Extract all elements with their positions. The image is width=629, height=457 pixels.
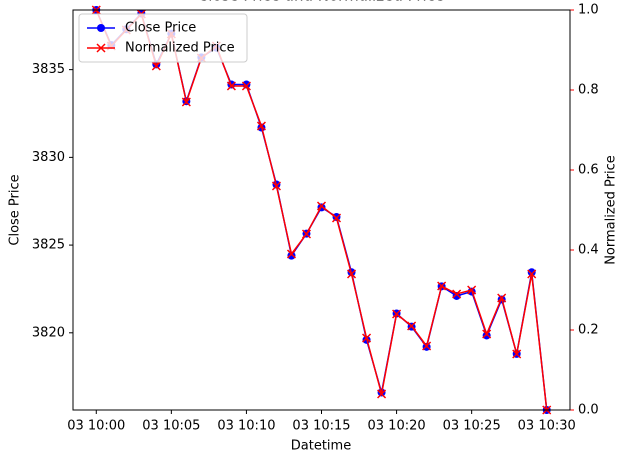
legend-box	[78, 13, 248, 63]
legend-label: Close Price	[125, 21, 196, 36]
marker	[482, 329, 492, 339]
marker	[467, 285, 477, 295]
y2-tick-label: 0.4	[578, 243, 599, 258]
y-tick-label: 3825	[32, 238, 65, 253]
plot-frame	[72, 9, 571, 411]
marker	[287, 251, 296, 260]
marker	[497, 293, 507, 303]
y2-tick-label: 0.6	[578, 163, 599, 178]
y2-axis-label: Normalized Price	[604, 155, 619, 265]
marker	[407, 321, 417, 331]
x-tick-label: 03 10:25	[443, 419, 501, 434]
marker	[256, 121, 266, 131]
marker	[527, 269, 537, 279]
y-tick-label: 3830	[32, 150, 65, 165]
marker	[422, 341, 432, 351]
x-tick-label: 03 10:30	[518, 419, 576, 434]
x-tick-label: 03 10:05	[142, 419, 200, 434]
marker	[316, 201, 327, 211]
y-tick-label: 3820	[32, 325, 65, 340]
x-tick-label: 03 10:00	[67, 419, 125, 434]
marker	[512, 349, 522, 359]
marker	[452, 289, 462, 299]
y2-tick-label: 0.2	[578, 323, 599, 338]
y2-tick-label: 0.0	[578, 403, 599, 418]
y2-tick-label: 1.0	[578, 3, 599, 18]
legend: Close Price Normalized Price	[78, 13, 248, 63]
marker	[437, 281, 447, 291]
x-tick-label: 03 10:15	[292, 419, 350, 434]
marker	[392, 309, 402, 319]
y-axis-label: Close Price	[8, 174, 23, 245]
marker	[226, 81, 236, 91]
marker	[362, 333, 372, 343]
marker	[181, 97, 191, 107]
legend-label: Normalized Price	[125, 41, 235, 56]
legend-marker	[97, 24, 105, 32]
marker	[286, 249, 297, 259]
marker	[527, 268, 536, 277]
y2-tick-label: 0.8	[578, 83, 599, 98]
marker	[271, 181, 281, 191]
marker	[346, 269, 357, 279]
marker	[331, 213, 342, 223]
marker	[241, 81, 251, 91]
chart-title: Close Price and Normalized Price	[198, 0, 444, 5]
x-tick-label: 03 10:20	[368, 419, 426, 434]
marker	[151, 61, 161, 71]
marker	[377, 389, 387, 399]
marker	[301, 229, 312, 239]
legend-marker	[96, 43, 106, 53]
x-axis-label: Datetime	[291, 439, 351, 454]
y-tick-label: 3835	[32, 62, 65, 77]
x-tick-label: 03 10:10	[217, 419, 275, 434]
